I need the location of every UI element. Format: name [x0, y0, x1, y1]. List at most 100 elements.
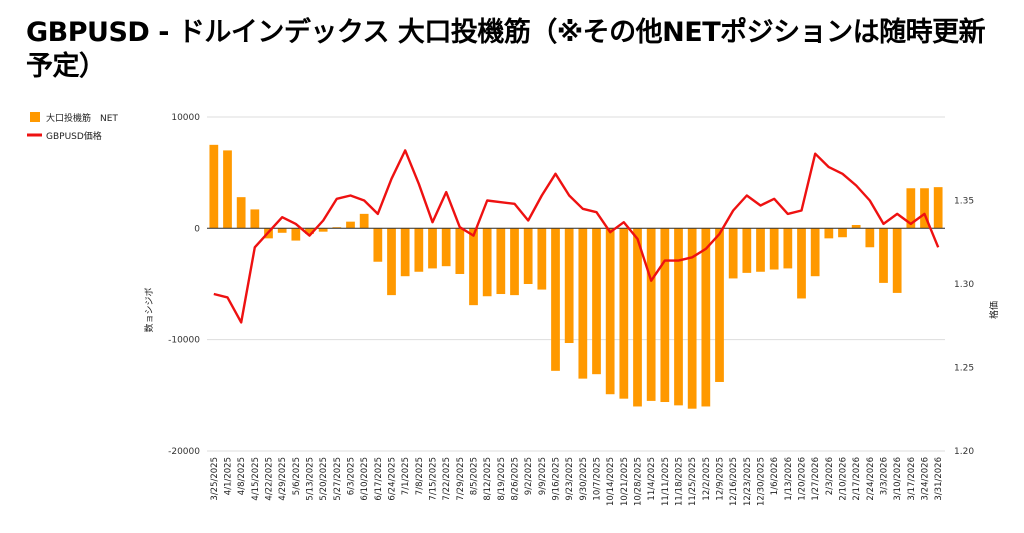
x-tick-label: 3/25/2025 — [210, 457, 220, 501]
x-tick-label: 8/12/2025 — [483, 457, 493, 501]
x-tick-label: 5/20/2025 — [319, 457, 329, 501]
x-tick-label: 4/29/2025 — [278, 457, 288, 501]
x-tick-label: 2/17/2026 — [852, 457, 862, 501]
net-bar — [633, 228, 642, 407]
x-tick-label: 1/20/2026 — [798, 457, 808, 501]
net-bar — [250, 209, 260, 229]
net-bar — [715, 228, 724, 382]
x-tick-label: 1/13/2026 — [784, 457, 794, 501]
x-tick-label: 12/30/2025 — [757, 457, 767, 506]
left-tick-label: -10000 — [168, 336, 200, 346]
legend-label-net: 大口投機筋 NET — [46, 112, 118, 124]
net-bar — [537, 228, 547, 290]
net-bar — [387, 228, 396, 296]
x-tick-label: 4/1/2025 — [224, 457, 234, 495]
net-bar — [482, 228, 492, 297]
net-bar — [783, 228, 793, 269]
left-tick-label: 10000 — [171, 113, 200, 123]
net-bar — [305, 228, 314, 234]
net-bar — [428, 228, 437, 269]
net-bar — [687, 228, 697, 409]
net-bar — [879, 228, 888, 283]
net-bar — [920, 188, 929, 229]
x-tick-label: 6/17/2025 — [374, 457, 384, 501]
net-bar — [906, 188, 916, 229]
x-tick-label: 2/10/2026 — [839, 457, 849, 501]
right-tick-label: 1.25 — [954, 364, 974, 374]
right-axis-title: 格価 — [988, 301, 1000, 319]
x-tick-label: 5/27/2025 — [333, 457, 343, 501]
x-tick-label: 9/9/2025 — [538, 457, 548, 495]
left-tick-label: 0 — [194, 224, 200, 234]
net-bar — [551, 228, 560, 371]
net-bar — [332, 227, 342, 229]
legend-swatch-net — [30, 112, 40, 122]
net-bar — [838, 228, 847, 238]
net-bar — [933, 187, 943, 229]
net-bar — [223, 150, 232, 229]
x-tick-label: 11/18/2025 — [675, 457, 685, 506]
net-bar — [346, 221, 355, 229]
net-bar — [892, 228, 902, 293]
x-tick-label: 5/6/2025 — [292, 457, 302, 495]
net-bar — [728, 228, 738, 279]
x-tick-label: 9/16/2025 — [552, 457, 562, 501]
x-tick-label: 12/16/2025 — [729, 457, 739, 506]
x-tick-label: 8/26/2025 — [511, 457, 521, 501]
x-tick-label: 4/22/2025 — [265, 457, 275, 501]
x-tick-label: 6/24/2025 — [388, 457, 398, 501]
net-bar — [414, 228, 424, 272]
net-bar — [441, 228, 451, 267]
net-bar — [455, 228, 465, 274]
net-bar — [646, 228, 656, 401]
net-bar — [769, 228, 779, 270]
net-bar — [619, 228, 629, 399]
net-bar — [373, 228, 383, 262]
x-tick-label: 6/10/2025 — [360, 457, 370, 501]
x-tick-label: 11/25/2025 — [688, 457, 698, 506]
net-bar — [359, 213, 369, 229]
net-bar — [523, 228, 533, 284]
x-tick-label: 3/17/2026 — [907, 457, 917, 501]
x-tick-label: 10/7/2025 — [593, 457, 603, 501]
net-bar — [291, 228, 301, 241]
x-tick-label: 2/24/2026 — [866, 457, 876, 501]
net-bar — [469, 228, 478, 306]
x-tick-label: 9/23/2025 — [565, 457, 575, 501]
x-tick-label: 10/14/2025 — [606, 457, 616, 506]
right-tick-label: 1.20 — [954, 447, 974, 457]
right-tick-label: 1.30 — [954, 280, 974, 290]
x-tick-label: 10/21/2025 — [620, 457, 630, 506]
net-bar — [824, 228, 834, 239]
x-tick-label: 11/11/2025 — [661, 457, 671, 506]
x-tick-label: 7/1/2025 — [401, 457, 411, 495]
net-bar — [797, 228, 806, 299]
x-tick-label: 4/15/2025 — [251, 457, 261, 501]
grid — [207, 116, 945, 452]
net-bar — [742, 228, 752, 273]
price-line-group — [213, 149, 940, 324]
x-tick-label: 7/15/2025 — [429, 457, 439, 501]
net-bar — [236, 197, 246, 229]
left-axis-ticks: 10000 0 -10000 -20000 — [168, 113, 200, 457]
x-tick-label: 12/2/2025 — [702, 457, 712, 501]
x-tick-label: 9/2/2025 — [524, 457, 534, 495]
net-bar — [510, 228, 519, 296]
price-line — [213, 149, 940, 324]
net-bar — [660, 228, 670, 403]
net-bars — [209, 144, 943, 409]
legend-label-price: GBPUSD価格 — [46, 130, 102, 142]
x-tick-label: 12/9/2025 — [716, 457, 726, 501]
x-tick-label: 8/5/2025 — [470, 457, 480, 495]
x-tick-label: 5/13/2025 — [306, 457, 316, 501]
net-bar — [756, 228, 765, 272]
net-bar — [592, 228, 601, 375]
net-bar — [865, 228, 875, 248]
left-axis-title: 数ョシジボ — [143, 287, 155, 332]
net-bar — [318, 228, 328, 232]
net-bar — [605, 228, 615, 395]
x-tick-label: 2/3/2026 — [825, 457, 835, 495]
x-tick-label: 3/3/2026 — [880, 457, 890, 495]
x-tick-label: 10/28/2025 — [634, 457, 644, 506]
net-bar — [564, 228, 574, 344]
